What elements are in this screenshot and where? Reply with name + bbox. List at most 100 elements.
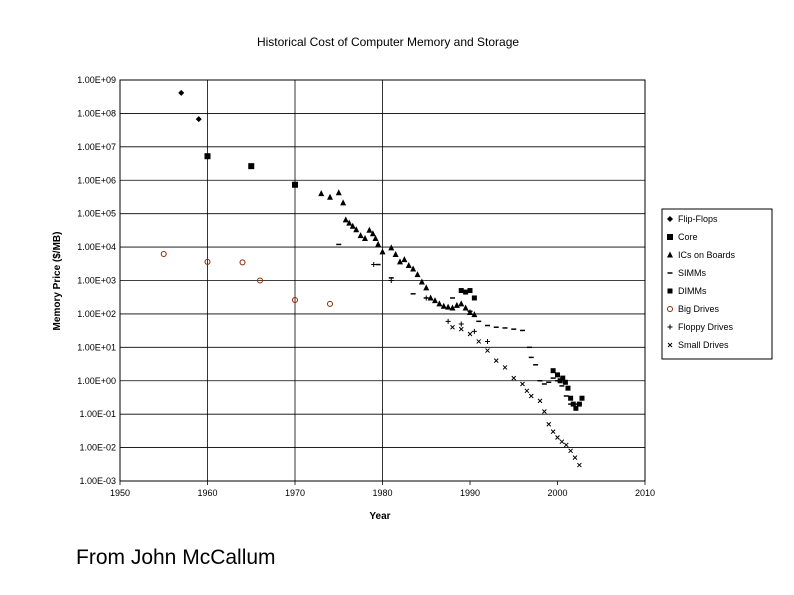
data-point-small-drives bbox=[458, 326, 464, 332]
legend-marker-floppy-drives bbox=[667, 324, 673, 330]
data-point-small-drives bbox=[450, 324, 455, 330]
data-point-ics-on-boards bbox=[467, 309, 473, 316]
data-point-dimms bbox=[463, 289, 469, 295]
data-point-ics-on-boards bbox=[449, 304, 456, 311]
data-point-ics-on-boards bbox=[453, 301, 460, 308]
data-point-small-drives bbox=[568, 448, 573, 454]
data-point-ics-on-boards bbox=[392, 250, 399, 257]
data-point-ics-on-boards bbox=[372, 235, 379, 242]
data-point-ics-on-boards bbox=[388, 244, 395, 251]
data-point-ics-on-boards bbox=[357, 232, 364, 239]
data-point-small-drives bbox=[485, 348, 490, 353]
y-tick-label: 1.00E+01 bbox=[77, 342, 116, 352]
data-point-small-drives bbox=[577, 462, 582, 468]
series-dimms bbox=[458, 288, 585, 411]
data-point-small-drives bbox=[537, 398, 543, 404]
source-credit: From John McCallum bbox=[76, 546, 276, 569]
data-point-ics-on-boards bbox=[418, 278, 425, 285]
data-point-ics-on-boards bbox=[346, 219, 353, 226]
data-point-dimms bbox=[576, 401, 582, 407]
series-core bbox=[204, 153, 298, 188]
data-point-small-drives bbox=[502, 365, 508, 370]
data-point-small-drives bbox=[546, 421, 552, 427]
data-point-ics-on-boards bbox=[369, 230, 376, 237]
data-point-dimms bbox=[568, 395, 574, 401]
y-tick-label: 1.00E-02 bbox=[79, 443, 116, 453]
x-axis-label: Year bbox=[369, 511, 390, 522]
data-point-small-drives bbox=[528, 393, 534, 399]
data-point-dimms bbox=[555, 372, 560, 378]
data-point-small-drives bbox=[467, 331, 473, 337]
data-point-floppy-drives bbox=[445, 318, 451, 324]
x-tick-label: 1970 bbox=[285, 488, 305, 498]
data-point-small-drives bbox=[555, 435, 560, 440]
y-tick-label: 1.00E+06 bbox=[77, 175, 116, 185]
y-tick-label: 1.00E-01 bbox=[79, 409, 116, 419]
data-point-ics-on-boards bbox=[440, 302, 447, 309]
data-point-floppy-drives bbox=[471, 328, 477, 334]
data-point-ics-on-boards bbox=[327, 193, 333, 200]
data-point-flip-flops bbox=[195, 116, 202, 123]
data-point-dimms bbox=[550, 368, 556, 374]
data-point-core bbox=[292, 181, 298, 188]
data-point-ics-on-boards bbox=[458, 300, 465, 307]
data-point-dimms bbox=[560, 375, 566, 381]
data-point-dimms bbox=[458, 288, 464, 294]
data-point-ics-on-boards bbox=[423, 284, 430, 291]
legend-label-small-drives: Small Drives bbox=[678, 340, 729, 350]
series-flip-flops bbox=[178, 89, 202, 123]
data-point-floppy-drives bbox=[485, 338, 490, 344]
legend: Flip-Flops Core ICs on Boards SIMMs DIMMs Big… bbox=[661, 208, 773, 360]
y-tick-label: 1.00E+02 bbox=[77, 309, 116, 319]
data-point-small-drives bbox=[524, 388, 530, 394]
data-point-small-drives bbox=[493, 358, 499, 363]
y-tick-label: 1.00E+04 bbox=[77, 242, 116, 252]
data-point-small-drives bbox=[520, 381, 525, 387]
data-point-dimms bbox=[570, 401, 576, 407]
legend-label-simms: SIMMs bbox=[678, 268, 706, 278]
data-point-dimms bbox=[557, 378, 563, 384]
data-point-small-drives bbox=[572, 455, 578, 460]
data-point-dimms bbox=[471, 295, 477, 301]
data-point-big-drives bbox=[257, 277, 263, 284]
data-point-ics-on-boards bbox=[427, 294, 434, 301]
data-point-ics-on-boards bbox=[436, 300, 443, 307]
legend-marker-core bbox=[667, 234, 673, 240]
data-marks bbox=[160, 89, 585, 468]
x-tick-label: 1960 bbox=[197, 488, 217, 498]
data-point-ics-on-boards bbox=[349, 222, 356, 229]
data-point-dimms bbox=[565, 385, 571, 391]
data-point-big-drives bbox=[292, 297, 298, 304]
data-point-ics-on-boards bbox=[318, 190, 325, 197]
data-point-small-drives bbox=[563, 442, 569, 448]
data-point-ics-on-boards bbox=[410, 265, 417, 272]
data-point-dimms bbox=[573, 405, 579, 411]
data-point-ics-on-boards bbox=[353, 226, 360, 233]
data-point-ics-on-boards bbox=[462, 304, 469, 311]
axes bbox=[119, 79, 646, 485]
data-point-ics-on-boards bbox=[375, 240, 382, 247]
gridlines bbox=[120, 79, 645, 482]
data-point-floppy-drives bbox=[458, 321, 464, 327]
data-point-ics-on-boards bbox=[414, 271, 421, 278]
data-point-dimms bbox=[562, 379, 568, 385]
y-tick-label: 1.00E+08 bbox=[77, 108, 116, 118]
data-point-flip-flops bbox=[178, 89, 185, 96]
data-point-ics-on-boards bbox=[432, 297, 438, 304]
x-tick-label: 2010 bbox=[635, 488, 655, 498]
data-point-small-drives bbox=[550, 429, 556, 434]
legend-label-dimms: DIMMs bbox=[678, 286, 707, 296]
x-tick-label: 2000 bbox=[547, 488, 567, 498]
data-point-ics-on-boards bbox=[342, 216, 349, 223]
legend-marker-small-drives bbox=[667, 342, 673, 348]
data-point-floppy-drives bbox=[388, 278, 394, 283]
data-point-big-drives bbox=[160, 250, 167, 257]
series-ics-on-boards bbox=[318, 189, 478, 318]
data-point-ics-on-boards bbox=[335, 189, 342, 196]
data-point-ics-on-boards bbox=[397, 258, 403, 265]
data-point-small-drives bbox=[511, 375, 517, 381]
legend-label-ics-on-boards: ICs on Boards bbox=[678, 250, 736, 260]
legend-label-flip-flops: Flip-Flops bbox=[678, 214, 718, 224]
chart-title: Historical Cost of Computer Memory and S… bbox=[257, 35, 519, 49]
